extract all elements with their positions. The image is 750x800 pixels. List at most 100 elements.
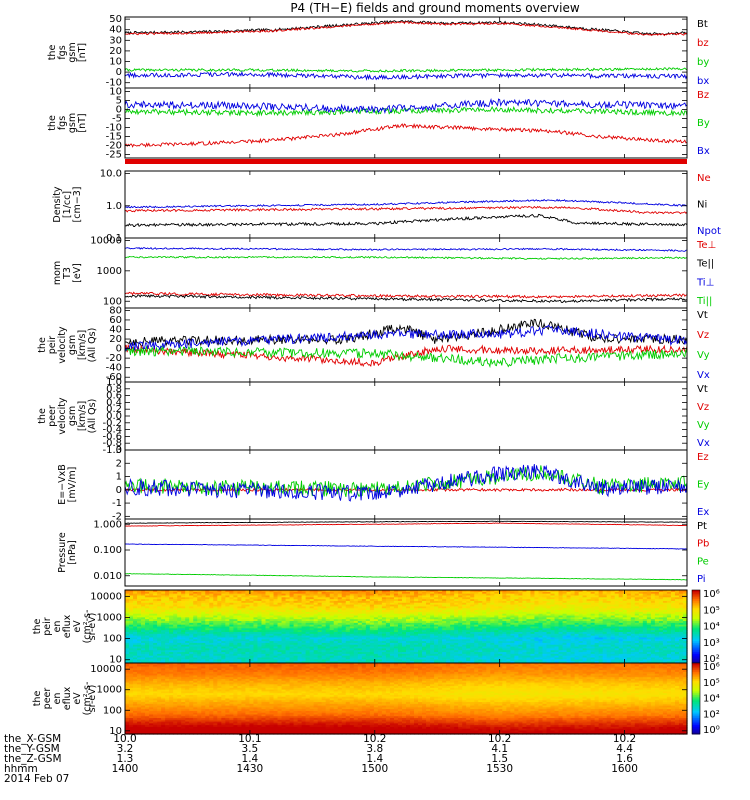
- spectrogram-cell: [373, 659, 379, 662]
- spectrogram-cell: [574, 648, 580, 651]
- spectrogram-cell: [397, 610, 403, 613]
- spectrogram-cell: [458, 650, 463, 653]
- spectrogram-cell: [173, 657, 178, 660]
- spectrogram-cell: [209, 646, 214, 649]
- spectrogram-cell: [209, 617, 214, 620]
- spectrogram-cell: [418, 661, 423, 664]
- spectrogram-cell: [313, 604, 319, 608]
- spectrogram-cell: [586, 630, 592, 633]
- spectrogram-cell: [309, 622, 315, 626]
- spectrogram-cell: [269, 597, 275, 600]
- spectrogram-cell: [442, 591, 447, 595]
- spectrogram-cell: [217, 639, 222, 642]
- spectrogram-cell: [301, 633, 307, 637]
- spectrogram-cell: [257, 604, 263, 608]
- spectrogram-cell: [249, 617, 255, 620]
- spectrogram-cell: [534, 619, 540, 622]
- spectrogram-cell: [574, 595, 580, 598]
- spectrogram-cell: [221, 599, 226, 602]
- spectrogram-cell: [341, 646, 347, 649]
- spectrogram-cell: [381, 602, 387, 606]
- spectrogram-cell: [401, 599, 407, 602]
- spectrogram-cell: [241, 619, 247, 622]
- spectrogram-cell: [149, 642, 154, 646]
- spectrogram-cell: [137, 644, 142, 648]
- spectrogram-cell: [329, 597, 335, 600]
- spectrogram-cell: [486, 599, 491, 602]
- spectrogram-cell: [570, 606, 576, 609]
- spectrogram-cell: [209, 608, 214, 611]
- spectrogram-cell: [414, 626, 419, 629]
- spectrogram-cell: [229, 648, 234, 651]
- series-line-bx: [124, 70, 688, 81]
- spectrogram-cell: [345, 637, 351, 640]
- spectrogram-cell: [277, 652, 283, 655]
- spectrogram-cell: [129, 597, 134, 600]
- spectrogram-cell: [369, 661, 375, 664]
- spectrogram-cell: [341, 597, 347, 600]
- spectrogram-cell: [442, 661, 447, 664]
- spectrogram-cell: [494, 655, 499, 659]
- spectrogram-cell: [474, 593, 479, 597]
- spectrogram-cell: [357, 621, 363, 624]
- spectrogram-cell: [490, 621, 495, 624]
- y-axis-label: the: [47, 115, 58, 131]
- spectrogram-cell: [333, 606, 339, 609]
- spectrogram-cell: [249, 619, 255, 622]
- spectrogram-cell: [189, 644, 194, 648]
- legend-vx: Vx: [697, 370, 710, 381]
- spectrogram-cell: [349, 610, 355, 613]
- spectrogram-cell: [349, 652, 355, 655]
- spectrogram-cell: [173, 593, 178, 597]
- spectrogram-cell: [365, 611, 371, 615]
- spectrogram-cell: [229, 599, 234, 602]
- spectrogram-cell: [329, 630, 335, 633]
- spectrogram-cell: [450, 637, 455, 640]
- spectrogram-cell: [361, 657, 367, 660]
- spectrogram-cell: [165, 626, 170, 629]
- spectrogram-cell: [377, 600, 383, 604]
- spectrogram-cell: [526, 641, 532, 644]
- spectrogram-cell: [534, 611, 540, 615]
- spectrogram-cell: [574, 661, 580, 664]
- spectrogram-cell: [181, 630, 186, 633]
- spectrogram-cell: [341, 608, 347, 611]
- spectrogram-cell: [329, 613, 335, 617]
- spectrogram-cell: [185, 631, 190, 635]
- spectrogram-cell: [289, 606, 295, 609]
- spectrogram-cell: [161, 648, 166, 651]
- spectrogram-cell: [309, 655, 315, 659]
- spectrogram-cell: [185, 641, 190, 644]
- spectrogram-cell: [574, 642, 580, 646]
- spectrogram-cell: [474, 599, 479, 602]
- spectrogram-cell: [285, 653, 291, 657]
- spectrogram-cell: [125, 604, 130, 608]
- spectrogram-cell: [494, 631, 499, 635]
- spectrogram-cell: [546, 642, 552, 646]
- spectrogram-cell: [462, 591, 467, 595]
- spectrogram-cell: [193, 624, 198, 628]
- spectrogram-cell: [281, 590, 287, 593]
- spectrogram-cell: [317, 653, 323, 657]
- spectrogram-cell: [406, 650, 411, 653]
- spectrogram-cell: [261, 659, 267, 662]
- spectrogram-cell: [410, 617, 415, 620]
- spectrogram-cell: [305, 610, 311, 613]
- spectrogram-cell: [406, 610, 411, 613]
- spectrogram-cell: [249, 599, 255, 602]
- spectrogram-cell: [161, 602, 166, 606]
- spectrogram-cell: [430, 639, 435, 642]
- spectrogram-cell: [193, 591, 198, 595]
- spectrogram-cell: [530, 652, 536, 655]
- spectrogram-cell: [554, 661, 560, 664]
- spectrogram-cell: [125, 617, 130, 620]
- spectrogram-cell: [590, 621, 596, 624]
- spectrogram-cell: [393, 595, 399, 598]
- spectrogram-cell: [173, 635, 178, 639]
- spectrogram-cell: [161, 604, 166, 608]
- spectrogram-cell: [249, 591, 255, 595]
- spectrogram-cell: [538, 628, 544, 631]
- spectrogram-cell: [397, 630, 403, 633]
- spectrogram-cell: [434, 630, 439, 633]
- spectrogram-cell: [470, 591, 475, 595]
